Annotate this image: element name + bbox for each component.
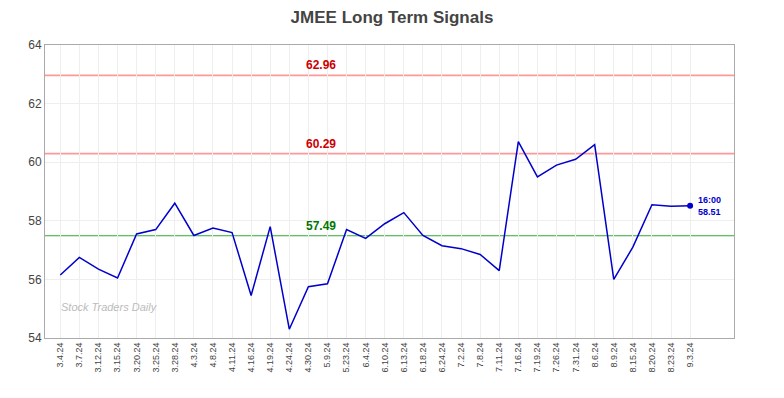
svg-text:6.4.24: 6.4.24: [361, 343, 371, 368]
svg-text:62.96: 62.96: [306, 58, 336, 72]
svg-text:4.19.24: 4.19.24: [265, 343, 275, 373]
svg-text:8.23.24: 8.23.24: [666, 343, 676, 373]
svg-text:9.3.24: 9.3.24: [685, 343, 695, 368]
svg-text:16:0058.51: 16:0058.51: [698, 195, 721, 217]
svg-text:3.28.24: 3.28.24: [170, 343, 180, 373]
svg-text:7.8.24: 7.8.24: [475, 343, 485, 368]
svg-text:6.13.24: 6.13.24: [399, 343, 409, 373]
svg-text:54: 54: [28, 331, 42, 345]
svg-text:4.3.24: 4.3.24: [189, 343, 199, 368]
svg-text:5.9.24: 5.9.24: [322, 343, 332, 368]
svg-text:8.20.24: 8.20.24: [647, 343, 657, 373]
svg-text:60.29: 60.29: [306, 137, 336, 151]
svg-text:4.8.24: 4.8.24: [208, 343, 218, 368]
svg-text:7.19.24: 7.19.24: [532, 343, 542, 373]
svg-text:56: 56: [28, 273, 42, 287]
svg-text:JMEE Long Term Signals: JMEE Long Term Signals: [291, 8, 494, 27]
svg-text:57.49: 57.49: [306, 219, 336, 233]
svg-text:8.9.24: 8.9.24: [609, 343, 619, 368]
svg-text:7.2.24: 7.2.24: [456, 343, 466, 368]
svg-text:64: 64: [28, 38, 42, 52]
svg-text:3.12.24: 3.12.24: [93, 343, 103, 373]
svg-text:8.6.24: 8.6.24: [590, 343, 600, 368]
svg-text:4.30.24: 4.30.24: [303, 343, 313, 373]
svg-text:5.23.24: 5.23.24: [341, 343, 351, 373]
svg-text:8.15.24: 8.15.24: [628, 343, 638, 373]
svg-text:6.24.24: 6.24.24: [437, 343, 447, 373]
svg-text:3.7.24: 3.7.24: [74, 343, 84, 368]
svg-text:6.10.24: 6.10.24: [380, 343, 390, 373]
svg-text:3.20.24: 3.20.24: [132, 343, 142, 373]
svg-text:3.25.24: 3.25.24: [151, 343, 161, 373]
svg-text:4.24.24: 4.24.24: [284, 343, 294, 373]
svg-text:7.16.24: 7.16.24: [513, 343, 523, 373]
svg-text:7.11.24: 7.11.24: [494, 343, 504, 372]
svg-text:62: 62: [28, 97, 42, 111]
svg-text:58: 58: [28, 214, 42, 228]
svg-text:60: 60: [28, 155, 42, 169]
svg-text:3.15.24: 3.15.24: [112, 343, 122, 373]
svg-text:3.4.24: 3.4.24: [55, 343, 65, 368]
svg-text:6.18.24: 6.18.24: [418, 343, 428, 373]
svg-text:4.11.24: 4.11.24: [227, 343, 237, 372]
svg-text:Stock Traders Daily: Stock Traders Daily: [61, 301, 158, 313]
svg-text:4.16.24: 4.16.24: [246, 343, 256, 373]
svg-text:7.31.24: 7.31.24: [571, 343, 581, 373]
svg-text:7.26.24: 7.26.24: [551, 343, 561, 373]
